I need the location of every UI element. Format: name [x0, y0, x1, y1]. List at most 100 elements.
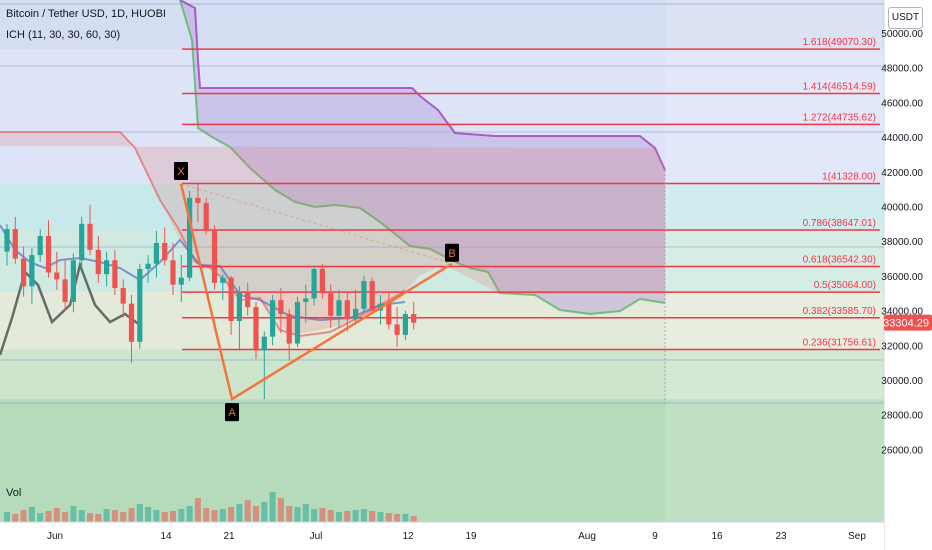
candle-body — [79, 223, 85, 261]
price-tick-label: 38000.00 — [881, 237, 923, 248]
candle-body — [170, 260, 176, 285]
candle-body — [344, 300, 350, 320]
candle-body — [112, 260, 118, 289]
candle — [344, 293, 350, 332]
volume-bar — [37, 513, 44, 522]
candle — [203, 197, 209, 235]
candle — [411, 301, 417, 330]
price-tick-label: 48000.00 — [881, 64, 923, 75]
volume-bar — [62, 512, 69, 522]
candle-body — [336, 300, 342, 316]
pattern-point-box — [225, 403, 239, 422]
candle — [261, 331, 267, 400]
time-tick-label: 21 — [223, 531, 235, 542]
candle-body — [153, 242, 159, 264]
candle — [120, 279, 126, 318]
candle-body — [128, 303, 135, 342]
volume-bar — [327, 510, 334, 522]
candle — [4, 223, 10, 266]
price-tick-label: 34000.00 — [881, 307, 923, 318]
candle — [211, 225, 218, 290]
candle — [353, 289, 359, 325]
price-tick-label: 46000.00 — [881, 98, 923, 109]
candle — [145, 255, 151, 283]
pattern-point-x[interactable]: X — [174, 161, 188, 180]
background-band — [0, 0, 884, 50]
candle-body — [394, 324, 400, 335]
last-price-box — [884, 314, 932, 331]
candle — [245, 282, 251, 316]
fib-level-label: 1.618(49070.30) — [803, 37, 876, 48]
volume-bar — [319, 508, 326, 522]
fib-level-label: 1.414(46514.59) — [803, 81, 876, 92]
volume-bar — [87, 513, 93, 522]
chikou-span-line — [0, 260, 141, 356]
candle-body — [54, 272, 60, 280]
candle — [45, 220, 52, 278]
volume-bar — [385, 513, 392, 522]
pattern-point-a[interactable]: A — [225, 403, 239, 422]
candle — [336, 289, 342, 328]
candle-body — [261, 336, 267, 351]
candle-body — [353, 308, 359, 320]
candle — [87, 204, 93, 256]
candle — [294, 296, 301, 348]
candle — [162, 227, 168, 266]
background-band — [0, 183, 884, 230]
candle-body — [411, 314, 417, 323]
time-tick-label: 14 — [160, 531, 172, 542]
volume-bar — [145, 507, 152, 522]
candle-body — [286, 314, 292, 344]
candle — [153, 230, 159, 278]
candle-body — [203, 203, 209, 231]
candle-body — [137, 268, 143, 342]
candle — [386, 293, 392, 330]
fib-level-label: 0.5(35064.00) — [814, 280, 876, 291]
candle-body — [361, 281, 367, 309]
volume-bar — [103, 509, 110, 522]
price-unit-badge[interactable]: USDT — [888, 7, 923, 29]
volume-bar — [410, 516, 417, 522]
candle — [128, 294, 135, 363]
candle — [286, 308, 292, 361]
time-tick-label: Jun — [47, 531, 63, 542]
candle — [178, 255, 184, 302]
candle — [54, 251, 60, 290]
candle — [70, 253, 76, 313]
candle-body — [104, 260, 110, 275]
candles — [4, 183, 417, 400]
candle — [37, 229, 43, 263]
candle — [95, 235, 101, 283]
pattern-point-label: B — [448, 248, 455, 260]
volume-bar — [12, 514, 19, 522]
volume-bar — [277, 498, 284, 522]
candle — [328, 284, 334, 328]
pattern-point-b[interactable]: B — [445, 243, 459, 262]
candle-body — [236, 291, 242, 322]
candle — [62, 260, 68, 311]
candle — [236, 286, 242, 351]
fib-level-label: 0.236(31756.61) — [803, 338, 876, 349]
price-tick-label: 26000.00 — [881, 445, 923, 456]
candle — [79, 216, 85, 269]
future-shade — [665, 0, 884, 522]
last-price-label: 33304.29 — [883, 318, 929, 330]
candle — [402, 310, 408, 341]
candle-body — [328, 293, 334, 316]
price-tick-label: 40000.00 — [881, 203, 923, 214]
pattern-point-label: A — [228, 407, 236, 419]
volume-bar — [153, 510, 160, 522]
candle-body — [386, 303, 392, 325]
price-tick-label: 50000.00 — [881, 29, 923, 40]
volume-bar — [45, 511, 52, 522]
volume-bar — [394, 514, 401, 522]
candle — [311, 265, 317, 306]
price-tick-label: 30000.00 — [881, 376, 923, 387]
volume-bar — [336, 512, 342, 522]
candle-body — [95, 249, 101, 275]
volume-bar — [402, 514, 409, 522]
candle-body — [12, 229, 18, 259]
chart-title: Bitcoin / Tether USD, 1D, HUOBI — [6, 8, 166, 20]
indicator-label[interactable]: ICH (11, 30, 30, 60, 30) — [6, 29, 121, 41]
